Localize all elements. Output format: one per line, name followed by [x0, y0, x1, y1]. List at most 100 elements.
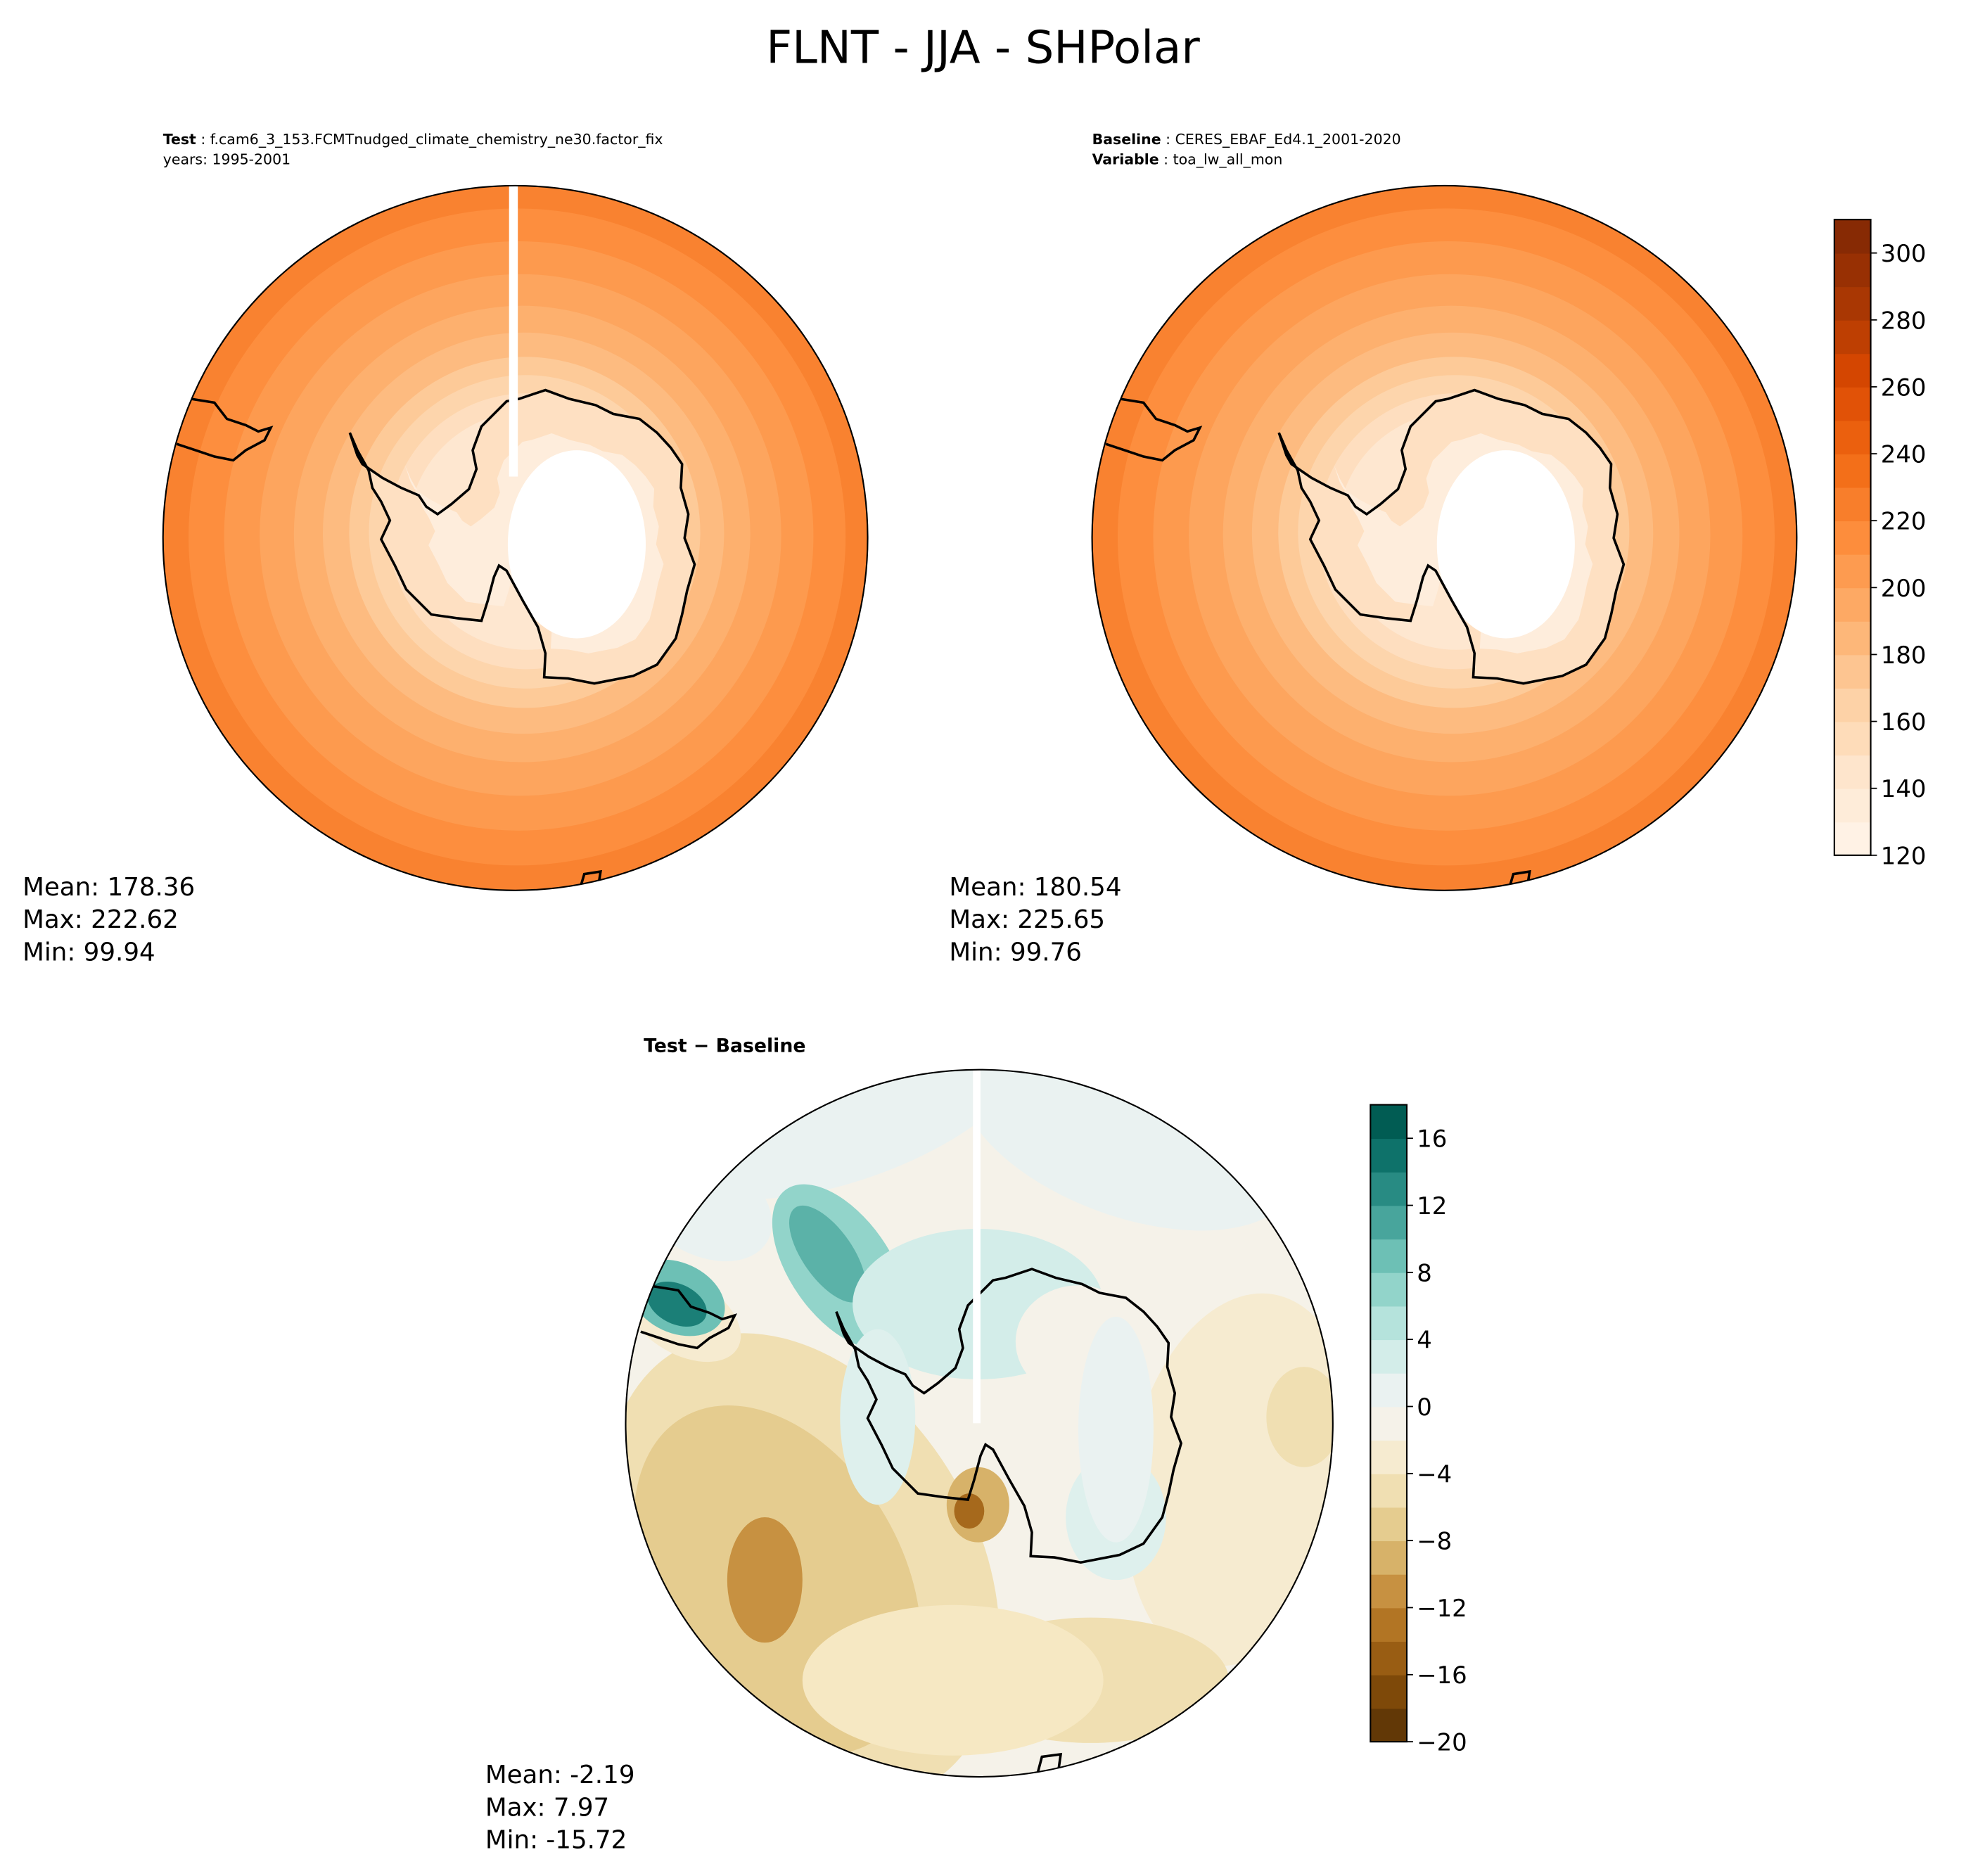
colorbar-segment [1370, 1607, 1407, 1642]
test-panel: Test : f.cam6_3_153.FCMTnudged_climate_c… [23, 131, 869, 967]
colorbar-segment [1370, 1641, 1407, 1676]
baseline-min: Min: 99.76 [949, 938, 1082, 967]
colorbar-segment [1834, 286, 1871, 321]
variable-label-key: Variable [1092, 151, 1159, 168]
colorbar-segment [1834, 386, 1871, 421]
colorbar-segment [1370, 1306, 1407, 1341]
baseline-mean: Mean: 180.54 [949, 873, 1121, 902]
colorbar-segment [1834, 353, 1871, 388]
baseline-panel: Baseline : CERES_EBAF_Ed4.1_2001-2020 Va… [949, 131, 1798, 967]
figure-title: FLNT - JJA - SHPolar [766, 21, 1200, 74]
colorbar-segment [1834, 788, 1871, 823]
diff-map-boundary [625, 1068, 1334, 1778]
baseline-name: CERES_EBAF_Ed4.1_2001-2020 [1175, 131, 1401, 148]
baseline-map-boundary [1091, 184, 1798, 891]
colorbar-tick-label: 260 [1881, 374, 1927, 401]
colorbar-segment [1370, 1171, 1407, 1206]
contour-band [507, 450, 646, 639]
diff-min: Min: -15.72 [485, 1826, 627, 1855]
svg-text:Test : f.cam6_3_153.FCMTnudged: Test : f.cam6_3_153.FCMTnudged_climate_c… [163, 131, 663, 148]
colorbar-frame [1833, 219, 1872, 856]
colorbar-tick-label: 180 [1881, 642, 1927, 669]
svg-text:Baseline : CERES_EBAF_Ed4.1_20: Baseline : CERES_EBAF_Ed4.1_2001-2020 [1092, 131, 1401, 148]
contour-band [647, 1282, 707, 1327]
colorbar-tick-label: −16 [1417, 1661, 1467, 1689]
colorbar-segment [1834, 688, 1871, 722]
test-years: years: 1995-2001 [163, 151, 291, 168]
colorbar-segment [1834, 521, 1871, 555]
colorbar-segment [1834, 219, 1871, 254]
colorbar-segment [1370, 1205, 1407, 1240]
colorbar-segment [1834, 755, 1871, 789]
test-mean: Mean: 178.36 [23, 873, 195, 902]
colorbar-tick-label: 16 [1417, 1125, 1447, 1153]
colorbar-tick-label: 0 [1417, 1393, 1432, 1421]
baseline-label-key: Baseline [1092, 131, 1161, 148]
colorbar-segment [1370, 1574, 1407, 1609]
variable-name: toa_lw_all_mon [1173, 151, 1283, 168]
diff-mean: Mean: -2.19 [485, 1761, 635, 1789]
test-max: Max: 222.62 [23, 905, 179, 934]
colorbar-segment [1370, 1507, 1407, 1542]
test-label-key: Test [163, 131, 196, 148]
colorbar-tick-label: −12 [1417, 1595, 1467, 1622]
baseline-max: Max: 225.65 [949, 905, 1105, 934]
colorbar-tick-label: −8 [1417, 1528, 1452, 1555]
colorbar-segment [1834, 654, 1871, 689]
colorbar-segment [1370, 1674, 1407, 1709]
colorbar-segment [1834, 420, 1871, 454]
colorbar-tick-label: 160 [1881, 708, 1927, 736]
colorbar-segment [1370, 1239, 1407, 1273]
colorbar-segment [1370, 1473, 1407, 1508]
test-min: Min: 99.94 [23, 938, 155, 967]
colorbar-segment [1370, 1406, 1407, 1441]
colorbar-segment [1834, 620, 1871, 656]
test-map [162, 185, 868, 891]
colorbar-segment [1370, 1272, 1407, 1307]
colorbar-tick-label: 8 [1417, 1259, 1432, 1287]
contour-band [1078, 1316, 1154, 1543]
colorbar-segment [1370, 1339, 1407, 1374]
contour-band [674, 1069, 1032, 1199]
diff-map [625, 1069, 1333, 1778]
baseline-map [1092, 185, 1797, 891]
colorbar-segment [1370, 1708, 1407, 1742]
colorbar-segment [1370, 1372, 1407, 1408]
colorbar-tick-label: −4 [1417, 1460, 1452, 1488]
colorbar-tick-label: 12 [1417, 1192, 1447, 1220]
colorbar-frame [1370, 1104, 1408, 1743]
colorbar-segment [1834, 822, 1871, 856]
colorbar-segment [1370, 1540, 1407, 1575]
colorbar-tick-label: 220 [1881, 508, 1927, 535]
colorbar-tick-label: 4 [1417, 1327, 1432, 1354]
diff-data-gap [973, 1059, 981, 1424]
colorbar-segment [1370, 1104, 1407, 1140]
contour-band [954, 1493, 985, 1529]
test-map-boundary [162, 184, 869, 891]
colorbar-tick-label: −20 [1417, 1729, 1467, 1756]
colorbar-segment [1834, 319, 1871, 355]
colorbar-segment [1834, 554, 1871, 589]
colorbar-segment [1834, 721, 1871, 756]
diff-panel: Test − Baseline Mean: -2.19 Max: 7.97 Mi… [485, 1035, 1334, 1855]
contour-band [802, 1604, 1104, 1756]
colorbar-segment [1834, 487, 1871, 522]
contour-band [1266, 1367, 1333, 1467]
colorbar-tick-label: 120 [1881, 842, 1927, 869]
contour-band [727, 1517, 803, 1643]
diff-max: Max: 7.97 [485, 1793, 609, 1822]
colorbar-segment [1834, 253, 1871, 288]
test-data-gap [509, 175, 518, 477]
contour-band [1436, 450, 1575, 639]
colorbar-tick-label: 140 [1881, 775, 1927, 803]
colorbar-segment [1834, 587, 1871, 622]
colorbar-tick-label: 280 [1881, 307, 1927, 334]
colorbar-segment [1370, 1138, 1407, 1173]
test-case-name: f.cam6_3_153.FCMTnudged_climate_chemistr… [210, 131, 663, 148]
colorbar-tick-label: 240 [1881, 441, 1927, 468]
colorbar-tick-label: 200 [1881, 575, 1927, 602]
main-colorbar: 120 140 160 180 200 220 240 260 280 300 [1833, 219, 1927, 869]
diff-colorbar: −20 −16 −12 −8 −4 0 4 8 12 16 [1370, 1104, 1467, 1756]
colorbar-tick-label: 300 [1881, 240, 1927, 267]
